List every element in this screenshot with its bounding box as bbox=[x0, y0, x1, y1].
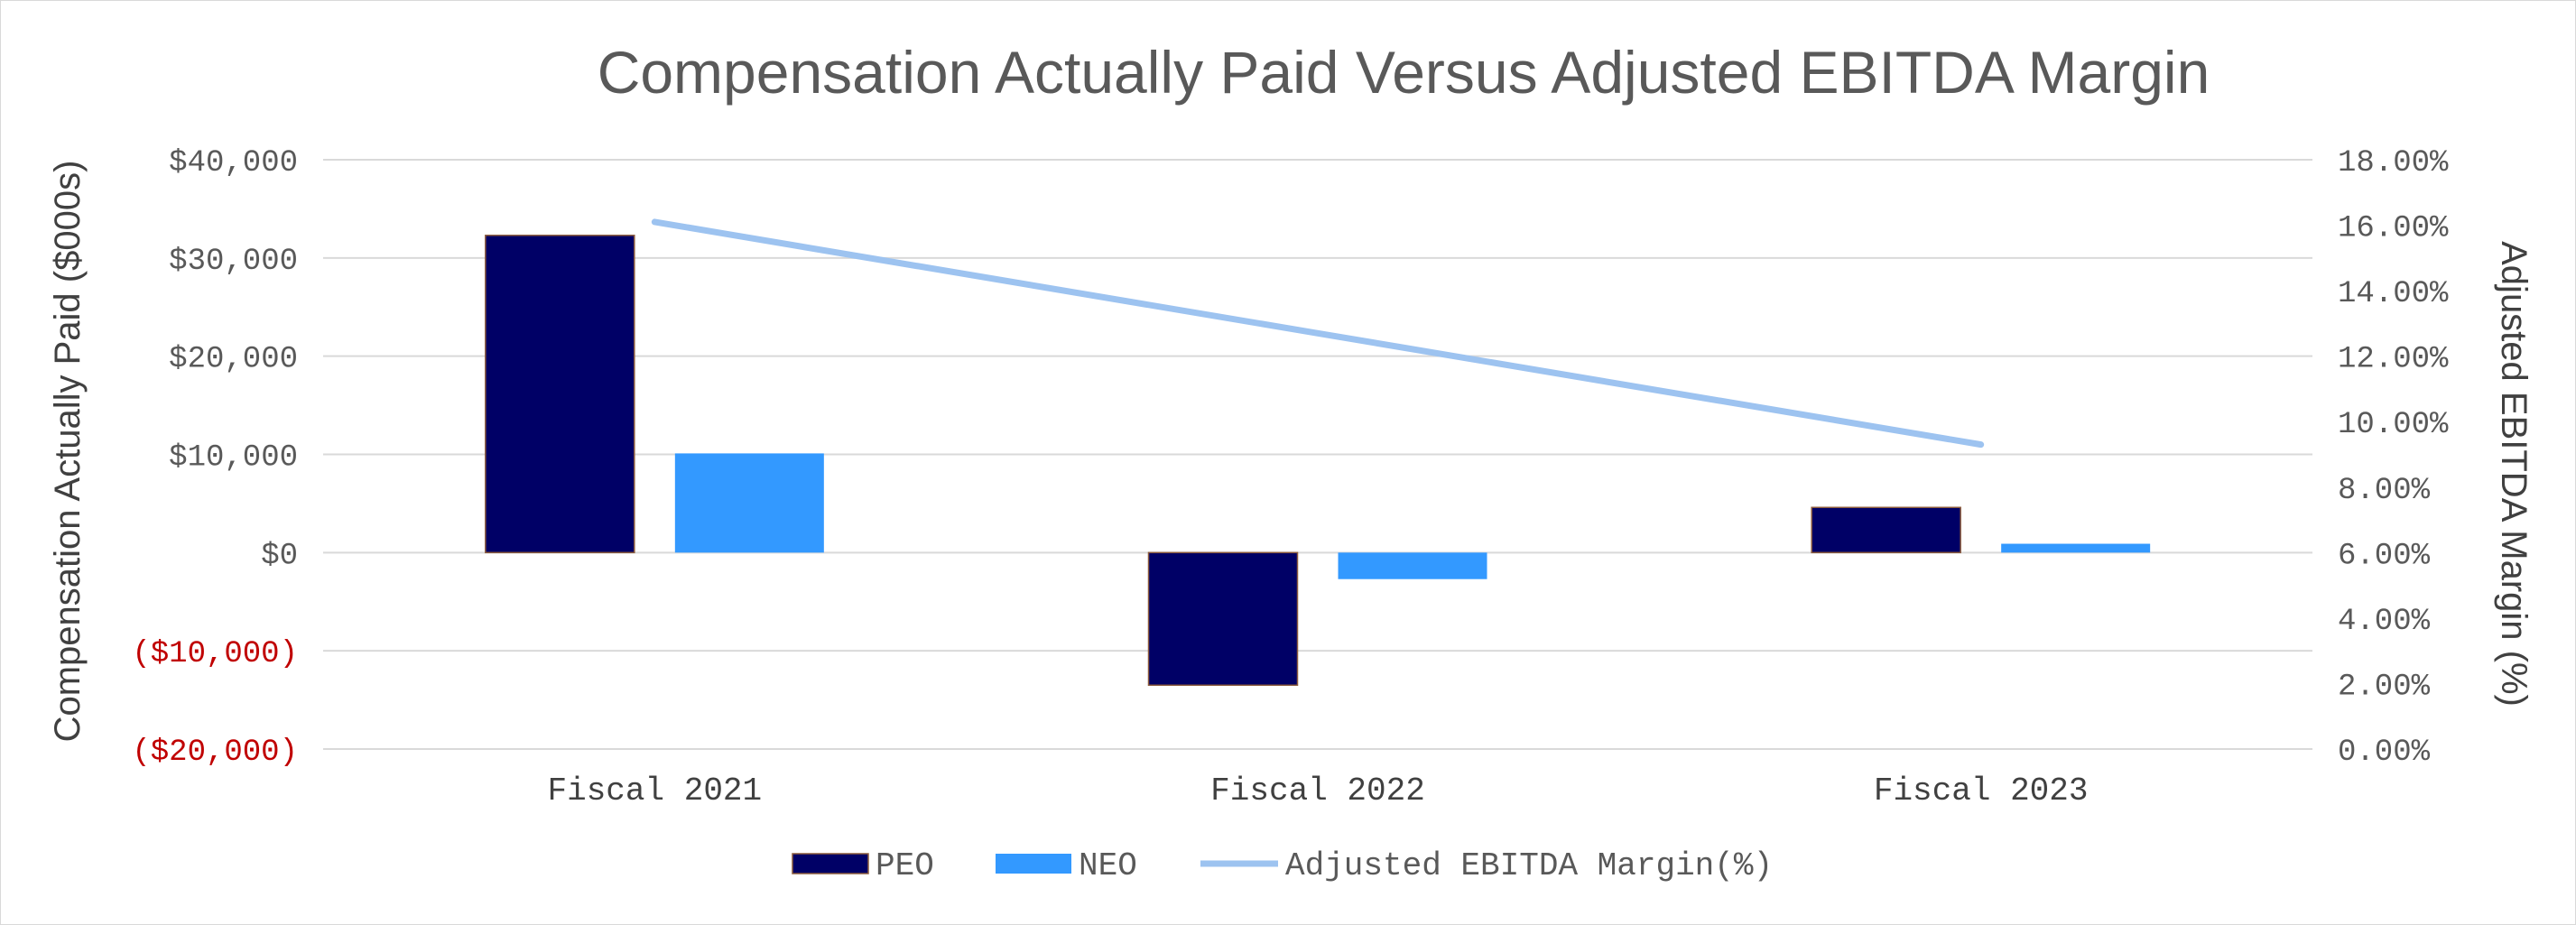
bar-neo-1 bbox=[1338, 552, 1487, 579]
legend-label-line: Adjusted EBITDA Margin(%) bbox=[1285, 847, 1773, 884]
y2-tick-label: 2.00% bbox=[2338, 670, 2431, 704]
legend-swatch-neo bbox=[996, 854, 1071, 874]
y2-tick-label: 0.00% bbox=[2338, 735, 2431, 770]
legend-label-peo: PEO bbox=[876, 847, 934, 884]
y2-tick-label: 16.00% bbox=[2338, 212, 2449, 246]
line-marks bbox=[651, 218, 1985, 449]
chart-title: Compensation Actually Paid Versus Adjust… bbox=[598, 39, 2210, 106]
tick-labels: $40,000 $30,000 $20,000 $10,000 $0 ($10,000) (… bbox=[132, 146, 2449, 809]
y2-tick-label: 6.00% bbox=[2338, 539, 2431, 573]
y-tick-label: ($20,000) bbox=[132, 735, 298, 770]
bar-peo-0 bbox=[485, 235, 635, 554]
y2-tick-label: 14.00% bbox=[2338, 277, 2449, 311]
bar-neo-2 bbox=[2001, 543, 2151, 553]
x-tick-label: Fiscal 2023 bbox=[1874, 772, 2089, 809]
y-tick-label: ($10,000) bbox=[132, 637, 298, 671]
bar-peo-2 bbox=[1811, 506, 1961, 554]
legend-swatch-peo bbox=[792, 853, 869, 874]
line-adjusted-ebitda-margin bbox=[651, 218, 1985, 449]
y-tick-label: $0 bbox=[261, 539, 298, 573]
y2-tick-label: 10.00% bbox=[2338, 408, 2449, 442]
y-tick-label: $30,000 bbox=[169, 245, 298, 279]
bar-neo-0 bbox=[674, 453, 824, 553]
x-tick-label: Fiscal 2021 bbox=[548, 772, 763, 809]
bar-marks bbox=[485, 235, 2151, 687]
legend-label-neo: NEO bbox=[1079, 847, 1137, 884]
legend: PEO NEO Adjusted EBITDA Margin(%) bbox=[792, 847, 1773, 884]
gridlines bbox=[323, 159, 2312, 750]
y-axis-title: Compensation Actually Paid ($000s) bbox=[48, 161, 88, 743]
x-tick-label: Fiscal 2022 bbox=[1210, 772, 1425, 809]
bar-peo-1 bbox=[1147, 551, 1299, 687]
y-tick-label: $40,000 bbox=[169, 146, 298, 180]
y2-tick-label: 4.00% bbox=[2338, 605, 2431, 639]
y-tick-label: $20,000 bbox=[169, 343, 298, 377]
y2-tick-label: 18.00% bbox=[2338, 146, 2449, 180]
y2-axis-title: Adjusted EBITDA Margin (%) bbox=[2494, 241, 2534, 707]
y2-tick-label: 8.00% bbox=[2338, 474, 2431, 508]
y-tick-label: $10,000 bbox=[169, 441, 298, 476]
y2-tick-label: 12.00% bbox=[2338, 343, 2449, 377]
